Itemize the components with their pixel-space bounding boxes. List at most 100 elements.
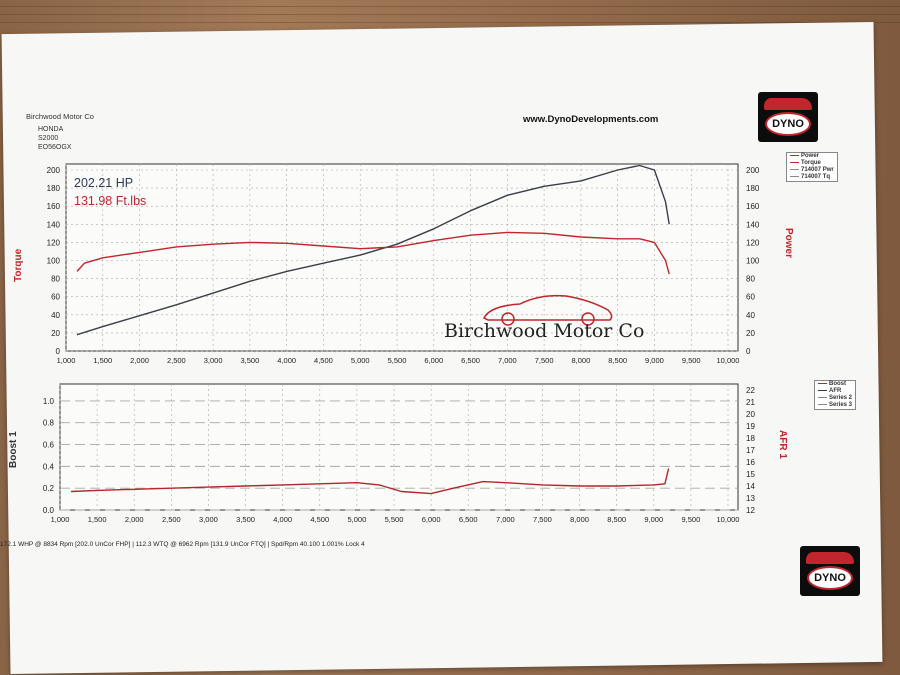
x-tick-label: 7,500 (535, 356, 554, 365)
car-icon (764, 98, 812, 110)
x-tick-label: 7,000 (498, 356, 517, 365)
x-tick-label: 2,000 (130, 356, 149, 365)
y-tick-label-right: 180 (746, 184, 760, 193)
x-tick-label: 3,000 (199, 515, 218, 524)
x-tick-label: 8,500 (607, 515, 626, 524)
y-tick-label-left: 0 (56, 347, 61, 356)
x-tick-label: 4,000 (273, 515, 292, 524)
y-tick-label-left: 160 (47, 202, 61, 211)
afr-axis-label: AFR 1 (777, 430, 788, 459)
x-tick-label: 8,500 (608, 356, 627, 365)
series-line-torque (76, 231, 670, 275)
dyno-logo-top: DYNO (758, 92, 818, 142)
y-tick-label-right: 21 (746, 398, 755, 407)
x-tick-label: 9,500 (681, 515, 700, 524)
x-tick-label: 9,000 (645, 356, 664, 365)
x-tick-label: 9,500 (682, 356, 701, 365)
y-tick-label-left: 200 (47, 166, 61, 175)
y-tick-label-left: 0.4 (43, 462, 55, 471)
x-tick-label: 9,000 (644, 515, 663, 524)
legend-item: 714007 Tq (787, 174, 837, 181)
y-tick-label-right: 19 (746, 422, 755, 431)
y-tick-label-left: 1.0 (43, 397, 55, 406)
x-tick-label: 6,500 (459, 515, 478, 524)
run-summary: 172.1 WHP @ 8834 Rpm [202.0 UnCor FHP] |… (0, 541, 365, 548)
y-tick-label-right: 80 (746, 275, 755, 284)
boost-axis-label: Boost 1 (8, 431, 19, 468)
y-tick-label-left: 0.2 (43, 484, 55, 493)
chart-1: 1,000 1,500 2,000 2,500 3,000 3,500 4,000 4,500… (43, 383, 755, 524)
x-tick-label: 5,500 (385, 515, 404, 524)
x-tick-label: 2,500 (167, 356, 186, 365)
series-line-boost (71, 468, 670, 495)
y-tick-label-right: 160 (746, 202, 760, 211)
x-tick-label: 10,000 (717, 356, 740, 365)
plot-area (59, 383, 739, 511)
y-tick-label-right: 16 (746, 458, 755, 467)
x-tick-label: 6,000 (422, 515, 441, 524)
y-tick-label-right: 17 (746, 446, 755, 455)
vehicle-model: S2000 (38, 135, 59, 142)
x-tick-label: 4,000 (277, 356, 296, 365)
legend-item: Torque (787, 160, 837, 167)
x-tick-label: 5,000 (351, 356, 370, 365)
legend-item: Series 2 (815, 395, 855, 402)
legend-item: AFR (815, 388, 855, 395)
y-tick-label-right: 22 (746, 386, 755, 395)
legend-top: Power Torque 714007 Pwr 714007 Tq (786, 152, 838, 182)
chart-0: 1,000 1,500 2,000 2,500 3,000 3,500 4,000 4,500… (47, 163, 760, 365)
legend-bottom: Boost AFR Series 2 Series 3 (814, 380, 857, 410)
x-tick-label: 6,000 (424, 356, 443, 365)
y-tick-label-right: 60 (746, 293, 755, 302)
x-tick-label: 8,000 (570, 515, 589, 524)
x-tick-label: 1,500 (88, 515, 107, 524)
vehicle-make: HONDA (38, 126, 64, 133)
y-tick-label-right: 140 (746, 220, 760, 229)
x-tick-label: 1,000 (57, 356, 76, 365)
x-tick-label: 5,000 (347, 515, 366, 524)
y-tick-label-right: 0 (746, 347, 751, 356)
x-tick-label: 6,500 (461, 356, 480, 365)
vehicle-reg: EO56OGX (38, 144, 72, 151)
x-tick-label: 7,000 (496, 515, 515, 524)
y-tick-label-right: 18 (746, 434, 755, 443)
website-url: www.DynoDevelopments.com (523, 114, 659, 125)
x-tick-label: 5,500 (388, 356, 407, 365)
y-tick-label-right: 200 (746, 166, 760, 175)
x-tick-label: 4,500 (310, 515, 329, 524)
y-tick-label-right: 14 (746, 482, 755, 491)
legend-item: Boost (815, 381, 855, 388)
y-tick-label-left: 100 (47, 257, 61, 266)
legend-item: 714007 Pwr (787, 167, 837, 174)
power-axis-label: Power (783, 228, 794, 259)
y-tick-label-right: 20 (746, 329, 755, 338)
x-tick-label: 3,500 (240, 356, 259, 365)
y-tick-label-right: 100 (746, 257, 760, 266)
dyno-badge: DYNO (807, 566, 853, 590)
x-tick-label: 7,500 (533, 515, 552, 524)
watermark-text: Birchwood Motor Co (444, 320, 645, 342)
y-tick-label-left: 180 (47, 184, 61, 193)
company-name: Birchwood Motor Co (26, 112, 94, 121)
dyno-logo-bottom: DYNO (800, 546, 860, 596)
torque-readout: 131.98 Ft.lbs (74, 194, 147, 208)
y-tick-label-right: 120 (746, 238, 760, 247)
x-tick-label: 4,500 (314, 356, 333, 365)
y-tick-label-right: 20 (746, 410, 755, 419)
y-tick-label-right: 13 (746, 494, 755, 503)
x-tick-label: 1,500 (93, 356, 112, 365)
y-tick-label-left: 120 (47, 238, 61, 247)
x-tick-label: 8,000 (571, 356, 590, 365)
y-tick-label-left: 0.6 (43, 441, 55, 450)
plot-area (65, 163, 739, 352)
y-tick-label-right: 15 (746, 470, 755, 479)
legend-item: Power (787, 153, 837, 160)
power-readout: 202.21 HP (74, 176, 134, 190)
car-icon (806, 552, 854, 564)
y-tick-label-right: 12 (746, 506, 755, 515)
x-tick-label: 10,000 (717, 515, 740, 524)
x-tick-label: 3,000 (204, 356, 223, 365)
y-tick-label-left: 40 (51, 311, 60, 320)
